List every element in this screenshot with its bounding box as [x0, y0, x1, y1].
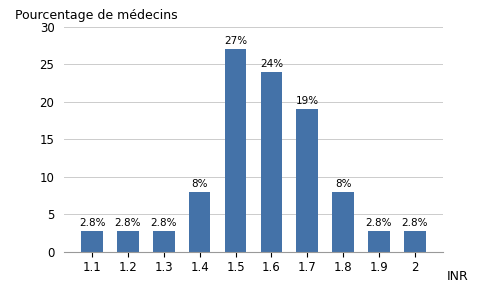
- Bar: [225, 49, 246, 252]
- X-axis label: INR: INR: [447, 270, 469, 283]
- Bar: [368, 231, 390, 252]
- Text: 8%: 8%: [335, 179, 351, 189]
- Text: 27%: 27%: [224, 36, 247, 46]
- Bar: [117, 231, 139, 252]
- Bar: [189, 192, 210, 252]
- Bar: [153, 231, 175, 252]
- Text: 2.8%: 2.8%: [402, 218, 428, 228]
- Text: 19%: 19%: [296, 96, 319, 106]
- Text: 2.8%: 2.8%: [115, 218, 141, 228]
- Text: 8%: 8%: [191, 179, 208, 189]
- Text: 2.8%: 2.8%: [366, 218, 392, 228]
- Bar: [332, 192, 354, 252]
- Bar: [404, 231, 426, 252]
- Text: 24%: 24%: [260, 59, 283, 69]
- Text: 2.8%: 2.8%: [79, 218, 105, 228]
- Y-axis label: Pourcentage de médecins: Pourcentage de médecins: [15, 9, 178, 22]
- Bar: [81, 231, 103, 252]
- Bar: [261, 72, 282, 252]
- Bar: [297, 109, 318, 252]
- Text: 2.8%: 2.8%: [151, 218, 177, 228]
